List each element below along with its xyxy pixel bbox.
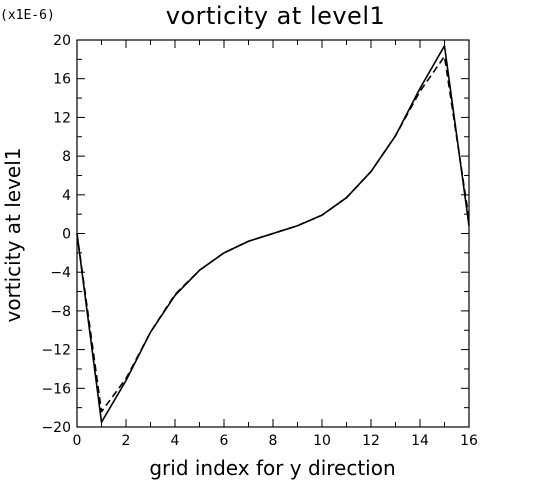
y-tick-label: −4 — [50, 265, 71, 281]
x-tick-label: 0 — [73, 433, 82, 449]
axis-ticks: 0 2 4 6 8 10 12 14 16 −20 −16 −12 −8 −4 0 4 8 12 16 20 — [41, 33, 478, 449]
y-tick-label: −16 — [41, 381, 71, 397]
series-line-2 — [76, 55, 470, 413]
y-tick-label: 0 — [62, 227, 71, 243]
x-tick-label: 8 — [269, 433, 278, 449]
y-axis-label: vorticity at level1 — [1, 147, 25, 323]
x-tick-label: 12 — [362, 433, 380, 449]
y-tick-label: 12 — [53, 110, 71, 126]
y-tick-label: −12 — [41, 343, 71, 359]
x-tick-label: 6 — [220, 433, 229, 449]
chart-title: vorticity at level1 — [165, 2, 386, 30]
plot-frame — [76, 39, 470, 428]
y-tick-label: 4 — [62, 188, 71, 204]
x-axis-label: grid index for y direction — [149, 456, 396, 480]
y-multiplier-label: (x1E-6) — [0, 8, 55, 23]
y-tick-label: −20 — [41, 420, 71, 436]
series-layer — [76, 45, 470, 423]
x-tick-label: 2 — [122, 433, 131, 449]
x-tick-label: 14 — [411, 433, 429, 449]
y-tick-label: 16 — [53, 72, 71, 88]
y-tick-label: −8 — [50, 304, 71, 320]
x-tick-label: 16 — [460, 433, 478, 449]
x-tick-label: 4 — [171, 433, 180, 449]
y-tick-label: 20 — [53, 33, 71, 49]
y-tick-label: 8 — [62, 149, 71, 165]
x-tick-label: 10 — [313, 433, 331, 449]
